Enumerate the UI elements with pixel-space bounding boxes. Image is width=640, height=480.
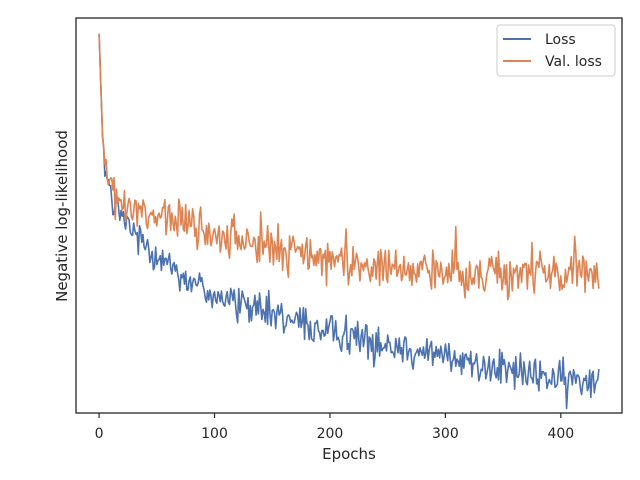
- series-line-loss: [98, 33, 600, 410]
- legend-box: [496, 24, 616, 77]
- y-axis-label: Negative log-likelihood: [53, 130, 71, 302]
- x-tick-label: 200: [317, 426, 344, 442]
- x-tick-label: 400: [547, 426, 574, 442]
- x-axis-label: Epochs: [322, 445, 376, 463]
- axes-frame: [75, 17, 623, 414]
- series-line-val-loss: [98, 33, 600, 301]
- x-tick-label: 100: [201, 426, 228, 442]
- plot-area: [98, 33, 600, 410]
- legend-label-loss: Loss: [545, 32, 576, 48]
- legend-label-val-loss: Val. loss: [545, 54, 602, 70]
- x-tick-label: 300: [432, 426, 459, 442]
- legend: Loss Val. loss: [496, 24, 616, 77]
- x-axis: 0 100 200 300 400: [95, 413, 574, 442]
- x-tick-label: 0: [95, 426, 104, 442]
